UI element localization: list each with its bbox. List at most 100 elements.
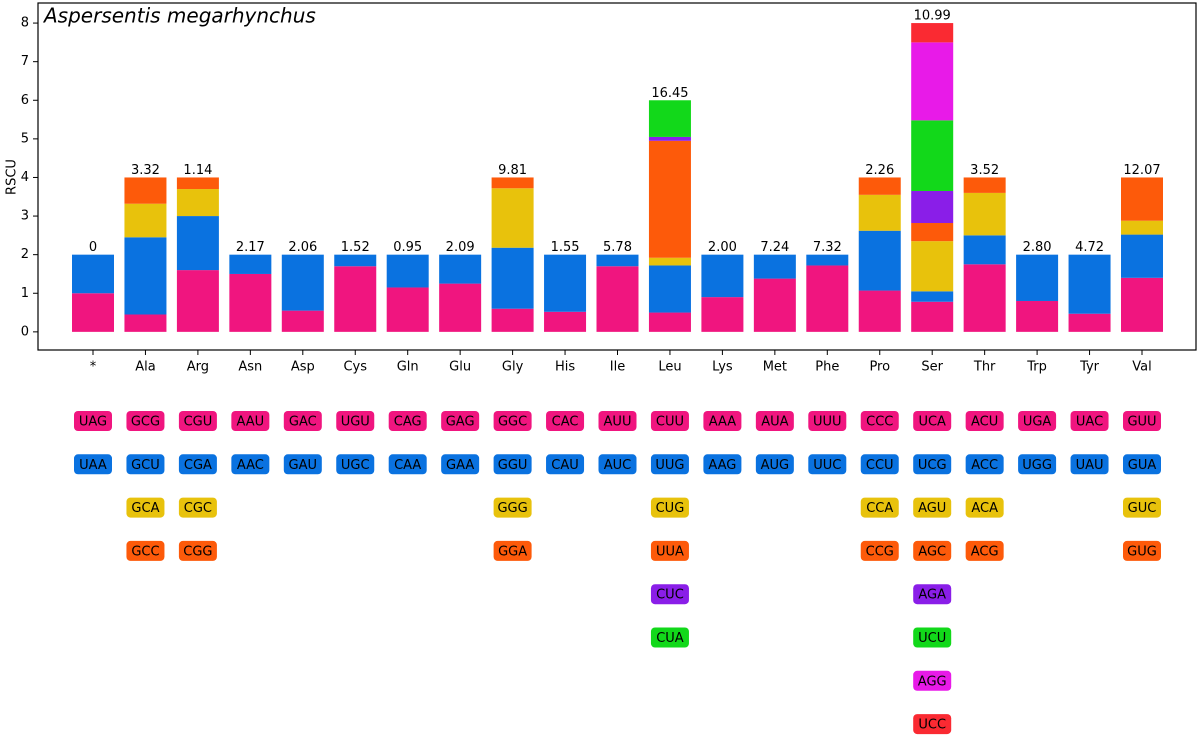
codon-box xyxy=(231,454,270,475)
codon-label: UCA xyxy=(918,415,946,430)
bar-segment xyxy=(176,270,219,332)
x-tick-label: * xyxy=(90,360,97,375)
x-tick-label: Arg xyxy=(187,360,209,375)
codon-label: GUG xyxy=(1127,544,1157,559)
bar-annotation: 3.32 xyxy=(131,163,160,178)
codon-label: GGA xyxy=(498,544,527,559)
codon-box xyxy=(598,411,637,431)
codon-label: GGC xyxy=(498,415,527,430)
bar-annotation: 5.78 xyxy=(603,240,632,255)
y-tick-label: 4 xyxy=(21,170,29,185)
bar-segment xyxy=(229,273,272,332)
codon-label: UAC xyxy=(1076,415,1103,430)
codon-label: AUG xyxy=(761,458,789,473)
bar-segment xyxy=(439,283,482,332)
codon-box xyxy=(388,411,427,431)
codon-label: ACG xyxy=(971,544,999,559)
bar-segment xyxy=(648,100,691,137)
codon-label: AGU xyxy=(918,501,946,516)
codon-label: UUG xyxy=(655,458,684,473)
bar-segment xyxy=(596,254,639,267)
codon-box xyxy=(74,454,112,475)
codon-label: UCC xyxy=(918,718,946,733)
bar-segment xyxy=(648,136,691,141)
codon-box xyxy=(703,454,742,475)
bar-segment xyxy=(1068,313,1111,332)
x-tick-label: Asn xyxy=(238,360,262,375)
codon-box xyxy=(598,454,637,475)
codon-label: UAA xyxy=(79,458,107,473)
x-tick-label: Gln xyxy=(397,360,419,375)
bar-segment xyxy=(806,265,849,332)
codon-label: UGC xyxy=(341,458,370,473)
bar-segment xyxy=(858,230,901,291)
codon-box xyxy=(1018,411,1057,431)
codon-box xyxy=(913,714,952,735)
bar-annotation: 16.45 xyxy=(651,86,688,101)
x-tick-label: Val xyxy=(1132,360,1151,375)
bar-segment xyxy=(911,190,954,224)
bar-segment xyxy=(963,235,1006,265)
y-tick-label: 6 xyxy=(21,93,29,108)
codon-box xyxy=(808,454,847,475)
bar-segment xyxy=(648,140,691,258)
codon-box xyxy=(1070,411,1109,431)
y-axis-label: RSCU xyxy=(5,159,20,195)
x-tick-label: Lys xyxy=(712,360,733,375)
codon-box xyxy=(650,411,689,431)
x-tick-label: Pro xyxy=(869,360,890,375)
bar-annotation: 4.72 xyxy=(1075,240,1104,255)
bar-segment xyxy=(1016,254,1059,301)
codon-label: GUA xyxy=(1128,458,1157,473)
codon-label: CCC xyxy=(866,415,893,430)
bar-segment xyxy=(911,120,954,191)
codon-label: CUU xyxy=(656,415,684,430)
codon-label: CCU xyxy=(866,458,894,473)
codon-label: CCA xyxy=(866,501,893,516)
y-tick-label: 8 xyxy=(21,16,29,31)
codon-box xyxy=(546,411,585,431)
x-tick-label: Ser xyxy=(921,360,943,375)
bar-annotation: 3.52 xyxy=(970,163,999,178)
codon-label: UGU xyxy=(341,415,370,430)
x-tick-label: Met xyxy=(763,360,787,375)
codon-label: ACC xyxy=(971,458,998,473)
bar-segment xyxy=(176,189,219,217)
codon-box xyxy=(1123,454,1161,475)
bar-segment xyxy=(491,188,534,248)
bar-annotation: 7.32 xyxy=(813,240,842,255)
codon-label: CAC xyxy=(552,415,579,430)
codon-label: GCA xyxy=(131,501,159,516)
bar-annotation: 7.24 xyxy=(760,240,789,255)
codon-box xyxy=(1123,540,1161,561)
bar-segment xyxy=(858,177,901,195)
bar-segment xyxy=(544,311,587,332)
codon-label: AGA xyxy=(918,588,946,603)
codon-label: AUA xyxy=(761,415,788,430)
y-tick-label: 5 xyxy=(21,131,29,146)
codon-label: UAU xyxy=(1076,458,1104,473)
codon-label: UGG xyxy=(1022,458,1052,473)
codon-label: GGU xyxy=(498,458,528,473)
codon-box xyxy=(336,411,375,431)
bar-segment xyxy=(911,241,954,292)
bar-segment xyxy=(911,301,954,332)
codon-box xyxy=(965,497,1004,518)
codon-box xyxy=(650,497,689,518)
codon-box xyxy=(493,411,532,431)
codon-label: CGC xyxy=(184,501,212,516)
bar-segment xyxy=(596,266,639,332)
codon-label: CAU xyxy=(551,458,579,473)
x-tick-label: Phe xyxy=(815,360,839,375)
bar-annotation: 9.81 xyxy=(498,163,527,178)
codon-label: ACU xyxy=(971,415,998,430)
codon-box xyxy=(965,411,1004,431)
codon-box xyxy=(126,540,165,561)
bar-segment xyxy=(491,177,534,189)
bar-segment xyxy=(963,264,1006,332)
codon-box xyxy=(650,540,689,561)
bar-annotation: 2.26 xyxy=(865,163,894,178)
codon-box xyxy=(650,454,689,475)
codon-label: CGG xyxy=(183,544,212,559)
